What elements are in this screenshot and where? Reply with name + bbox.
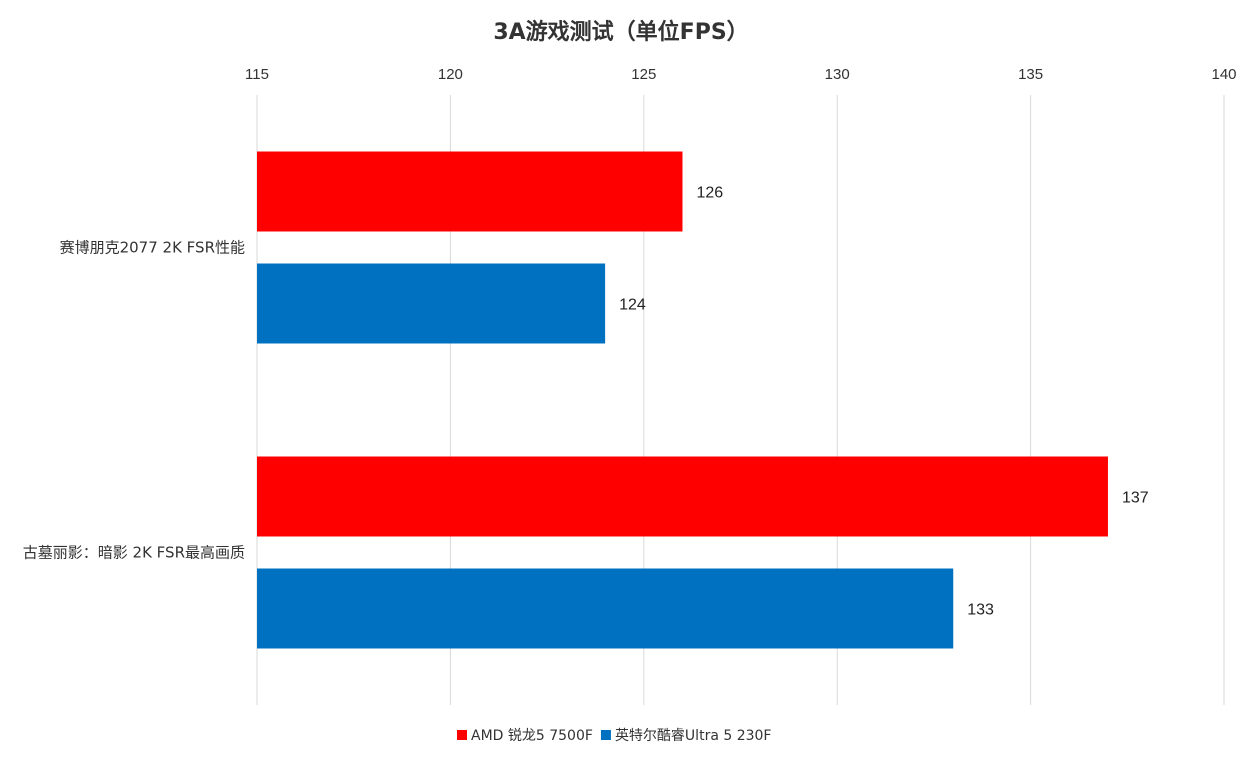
x-axis-ticks: 115 120 125 130 135 140 [245,66,1236,83]
x-tick-label: 125 [631,66,656,83]
legend-swatch [457,730,467,740]
bar [257,263,606,344]
chart-title: 3A游戏测试（单位FPS） [493,19,748,45]
bar [257,151,683,232]
legend-swatch [600,730,611,740]
bar [257,456,1108,537]
bar [257,568,954,649]
x-tick-label: 140 [1211,66,1236,83]
category-label: 赛博朋克2077 2K FSR性能 [60,239,245,257]
legend-label: 英特尔酷睿Ultra 5 230F [615,727,772,744]
x-tick-label: 130 [825,66,850,83]
bars [257,151,1108,649]
data-label: 126 [696,185,723,202]
data-labels: 126 124 137 133 [619,185,1149,619]
data-label: 124 [619,297,646,314]
data-label: 133 [967,602,994,619]
x-tick-label: 115 [245,66,269,83]
legend-label: AMD 锐龙5 7500F [471,728,593,744]
data-label: 137 [1122,490,1149,507]
category-label: 古墓丽影：暗影 2K FSR最高画质 [23,544,245,562]
x-tick-label: 120 [438,66,463,83]
legend: AMD 锐龙5 7500F 英特尔酷睿Ultra 5 230F [457,727,771,744]
x-tick-label: 135 [1018,66,1043,83]
